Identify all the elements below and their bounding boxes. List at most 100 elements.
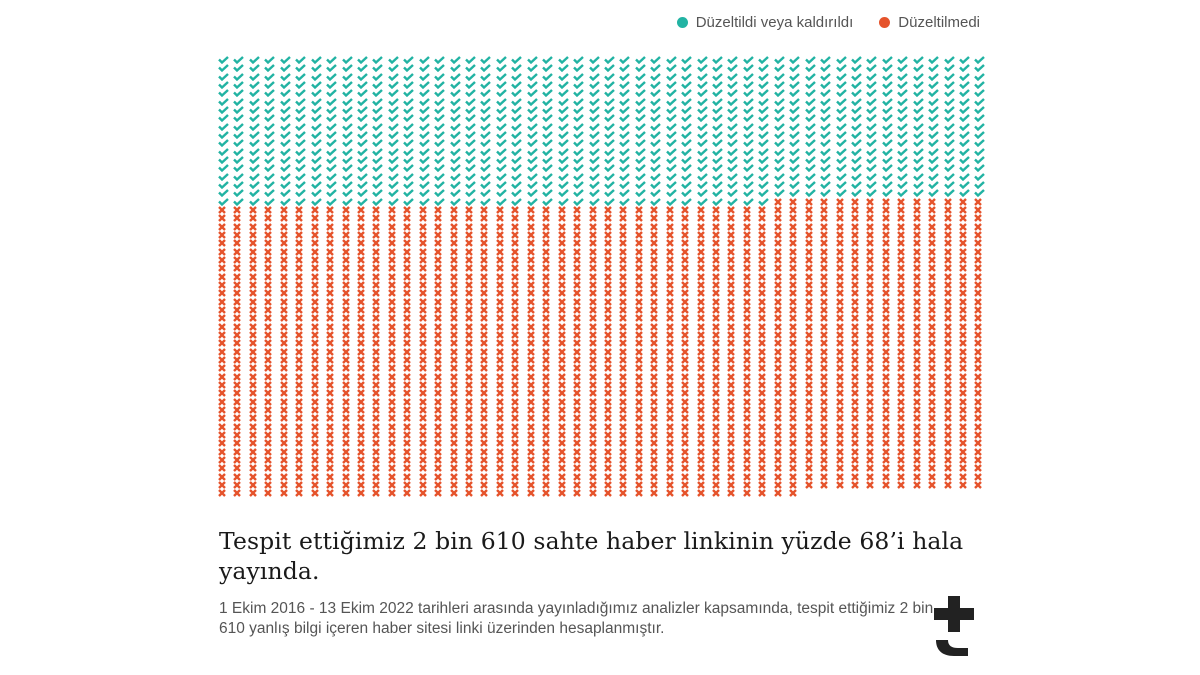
cross-icon bbox=[264, 339, 279, 348]
cross-icon bbox=[712, 256, 727, 264]
check-icon bbox=[912, 189, 928, 198]
cross-icon bbox=[233, 306, 248, 314]
cross-icon bbox=[341, 431, 357, 439]
cross-icon bbox=[743, 272, 758, 281]
cross-icon bbox=[372, 464, 387, 473]
cross-icon bbox=[959, 422, 974, 431]
check-icon bbox=[249, 131, 264, 140]
check-icon bbox=[465, 181, 480, 190]
cross-icon bbox=[588, 447, 604, 456]
cross-icon bbox=[959, 339, 974, 348]
cross-icon bbox=[526, 264, 542, 273]
cross-icon bbox=[496, 406, 511, 414]
cross-icon bbox=[820, 231, 835, 239]
cross-icon bbox=[496, 489, 511, 498]
cross-icon bbox=[249, 481, 264, 489]
check-icon bbox=[696, 189, 712, 198]
cross-icon bbox=[310, 281, 326, 289]
cross-icon bbox=[218, 439, 233, 448]
cross-icon bbox=[588, 356, 604, 364]
cross-icon bbox=[712, 356, 727, 364]
check-icon bbox=[773, 122, 789, 131]
check-icon bbox=[665, 106, 681, 115]
cross-icon bbox=[418, 489, 434, 498]
cross-icon bbox=[542, 489, 557, 498]
cross-icon bbox=[357, 347, 372, 356]
cross-icon bbox=[418, 339, 434, 348]
cross-icon bbox=[264, 422, 279, 431]
check-icon bbox=[835, 181, 851, 190]
cross-icon bbox=[218, 422, 233, 431]
check-icon bbox=[712, 181, 727, 190]
check-icon bbox=[341, 139, 357, 148]
check-icon bbox=[511, 122, 526, 131]
cross-icon bbox=[341, 472, 357, 481]
check-icon bbox=[881, 72, 897, 81]
check-icon bbox=[511, 81, 526, 90]
check-icon bbox=[897, 122, 912, 131]
check-icon bbox=[387, 156, 403, 165]
cross-icon bbox=[928, 397, 943, 406]
cross-icon bbox=[542, 372, 557, 381]
check-icon bbox=[804, 164, 820, 173]
cross-icon bbox=[557, 206, 573, 214]
check-icon bbox=[727, 64, 742, 73]
cross-icon bbox=[912, 414, 928, 423]
cross-icon bbox=[912, 272, 928, 281]
cross-icon bbox=[372, 456, 387, 464]
cross-icon bbox=[897, 464, 912, 473]
check-icon bbox=[974, 64, 989, 73]
cross-icon bbox=[773, 381, 789, 389]
cross-icon bbox=[820, 347, 835, 356]
cross-icon bbox=[835, 239, 851, 248]
cross-icon bbox=[604, 314, 619, 323]
cross-icon bbox=[897, 381, 912, 389]
cross-icon bbox=[465, 456, 480, 464]
cross-icon bbox=[449, 406, 465, 414]
cross-icon bbox=[218, 256, 233, 264]
cross-icon bbox=[326, 439, 341, 448]
check-icon bbox=[249, 106, 264, 115]
cross-icon bbox=[233, 447, 248, 456]
cross-icon bbox=[511, 397, 526, 406]
cross-icon bbox=[959, 264, 974, 273]
cross-icon bbox=[959, 289, 974, 298]
cross-icon bbox=[928, 256, 943, 264]
check-icon bbox=[928, 189, 943, 198]
cross-icon bbox=[789, 339, 804, 348]
cross-icon bbox=[619, 314, 634, 323]
check-icon bbox=[588, 139, 604, 148]
cross-icon bbox=[681, 264, 696, 273]
cross-icon bbox=[743, 222, 758, 231]
check-icon bbox=[943, 56, 959, 65]
cross-icon bbox=[249, 247, 264, 256]
cross-icon bbox=[959, 247, 974, 256]
check-icon bbox=[588, 114, 604, 123]
check-icon bbox=[820, 106, 835, 115]
cross-icon bbox=[542, 247, 557, 256]
check-icon bbox=[295, 181, 310, 190]
cross-icon bbox=[959, 331, 974, 339]
cross-icon bbox=[665, 372, 681, 381]
cross-icon bbox=[449, 256, 465, 264]
cross-icon bbox=[434, 431, 449, 439]
cross-icon bbox=[434, 339, 449, 348]
cross-icon bbox=[820, 389, 835, 398]
cross-icon bbox=[233, 372, 248, 381]
check-icon bbox=[341, 172, 357, 181]
cross-icon bbox=[712, 481, 727, 489]
check-icon bbox=[542, 147, 557, 156]
cross-icon bbox=[542, 406, 557, 414]
cross-icon bbox=[712, 206, 727, 214]
cross-icon bbox=[233, 264, 248, 273]
check-icon bbox=[634, 81, 650, 90]
cross-icon bbox=[650, 439, 665, 448]
cross-icon bbox=[449, 206, 465, 214]
cross-icon bbox=[403, 347, 418, 356]
cross-icon bbox=[295, 456, 310, 464]
cross-icon bbox=[665, 439, 681, 448]
cross-icon bbox=[434, 206, 449, 214]
check-icon bbox=[542, 89, 557, 98]
check-icon bbox=[218, 181, 233, 190]
check-icon bbox=[403, 147, 418, 156]
